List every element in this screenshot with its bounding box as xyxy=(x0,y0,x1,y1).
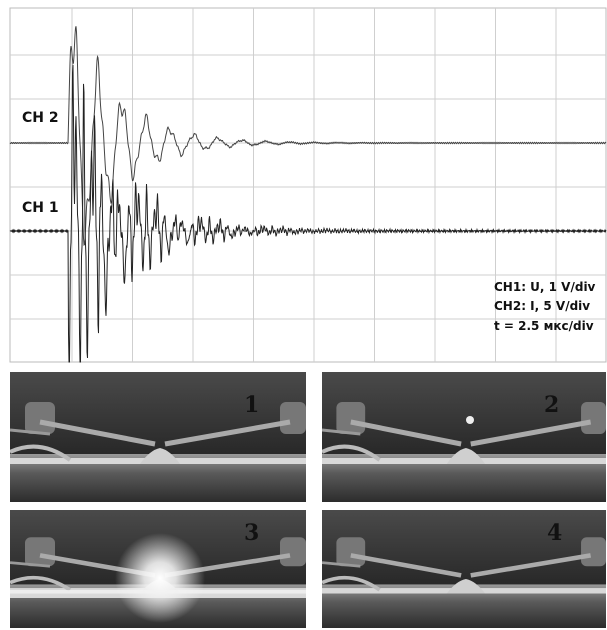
frame-number: 2 xyxy=(544,392,559,418)
frame-number: 1 xyxy=(244,392,259,418)
scope-setting: CH1: U, 1 V/div xyxy=(494,280,596,294)
channel-label: CH 1 xyxy=(22,200,59,216)
channel-label: CH 2 xyxy=(22,110,59,126)
scope-setting: t = 2.5 мкс/div xyxy=(494,319,594,333)
frame-photo: 3 xyxy=(10,510,306,628)
ch2-trace xyxy=(9,26,607,246)
frame-photo: 2 xyxy=(322,372,606,502)
frame-photo: 4 xyxy=(322,510,606,628)
scope-setting: CH2: I, 5 V/div xyxy=(494,299,590,313)
frame-photo: 1 xyxy=(10,372,306,502)
ch1-trace xyxy=(9,64,607,363)
frame-number: 3 xyxy=(244,520,259,546)
frame-number: 4 xyxy=(547,520,562,546)
